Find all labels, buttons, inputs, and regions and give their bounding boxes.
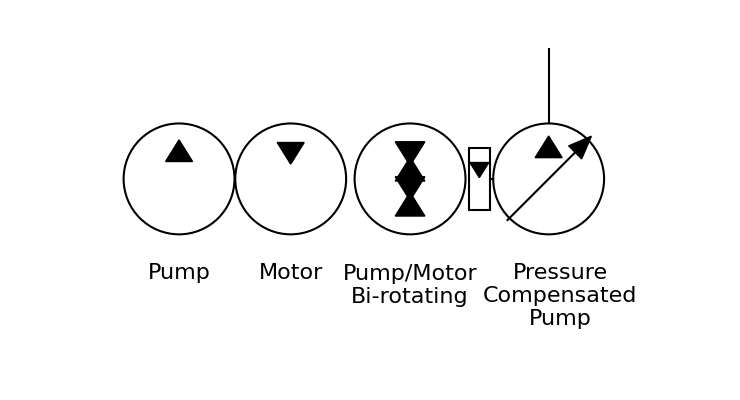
Text: Pump: Pump <box>147 263 210 283</box>
Polygon shape <box>470 162 489 178</box>
Polygon shape <box>395 192 425 216</box>
Text: Pump/Motor
Bi-rotating: Pump/Motor Bi-rotating <box>343 264 477 307</box>
Polygon shape <box>395 177 425 200</box>
Bar <box>468 148 490 210</box>
Polygon shape <box>278 142 304 164</box>
Polygon shape <box>568 136 591 159</box>
Polygon shape <box>166 140 192 162</box>
Text: Motor: Motor <box>258 263 323 283</box>
Polygon shape <box>395 157 425 181</box>
Polygon shape <box>535 136 562 158</box>
Polygon shape <box>395 142 425 166</box>
Text: Pressure
Compensated
Pump: Pressure Compensated Pump <box>483 263 637 329</box>
